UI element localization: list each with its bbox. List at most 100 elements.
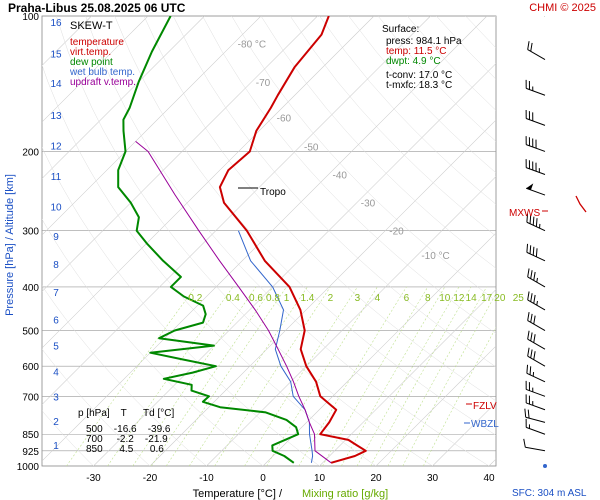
surface-box: Surface: press: 984.1 hPa temp: 11.5 °C … <box>382 24 462 91</box>
dry-adiabat-line <box>524 16 600 466</box>
wind-barb-flag <box>528 160 530 169</box>
legend-updraft: updraft v.temp. <box>70 77 136 88</box>
wind-barb-flag <box>525 109 527 119</box>
temperature-tick-label: -20 <box>143 473 158 484</box>
y-axis-label: Pressure [hPa] / Altitude [km] <box>4 174 16 316</box>
mixing-ratio-label: 10 <box>439 293 451 304</box>
legend-virt-temp: virt.temp. <box>70 47 111 58</box>
pressure-tick-label: 1000 <box>17 462 40 473</box>
altitude-km-label: 16 <box>50 18 62 29</box>
dry-adiabat-line <box>143 16 496 402</box>
legend: SKEW-T temperature virt.temp. dew point … <box>69 20 136 88</box>
mixing-ratio-label: 25 <box>513 293 525 304</box>
mixing-ratio-label: 3 <box>355 293 361 304</box>
isotherm-label: -10 °C <box>421 251 449 262</box>
mixing-ratio-line <box>165 286 287 466</box>
isotherm-line <box>149 119 496 466</box>
wind-barb-flag <box>525 159 527 168</box>
isotherm-label: -30 <box>361 199 376 210</box>
wind-barb <box>525 418 546 435</box>
legend-dew-point: dew point <box>70 57 113 68</box>
wind-barb <box>526 213 546 232</box>
wind-barb <box>527 268 546 288</box>
wind-barb-flag <box>527 268 530 278</box>
wind-barb <box>527 41 546 61</box>
altitude-km-label: 5 <box>53 342 59 353</box>
wind-barb-flag <box>528 137 530 146</box>
dry-adiabat-line <box>56 16 433 466</box>
wind-barb <box>525 109 546 126</box>
wind-barb-flag <box>533 315 536 325</box>
wind-barb-half-flag <box>538 168 540 173</box>
wind-barb-flag <box>533 334 536 343</box>
altitude-km-label: 2 <box>53 417 59 428</box>
wind-barb-half-flag <box>536 277 538 283</box>
altitude-km-label: 7 <box>53 288 59 299</box>
x-axis-label-temperature: Temperature [°C] / <box>193 488 283 500</box>
wind-barb <box>525 79 546 96</box>
wind-barb-flag <box>532 112 534 121</box>
level-table: p [hPa] T Td [°C] 500 -16.6 -39.6 700 -2… <box>78 408 174 455</box>
isotherm-line <box>42 16 375 349</box>
mixing-ratio-line <box>214 286 331 466</box>
x-axis-label-mixing: Mixing ratio [g/kg] <box>302 488 388 500</box>
isotherm-line <box>375 345 496 466</box>
copyright: CHMI © 2025 <box>529 2 596 14</box>
dry-adiabat-line <box>42 410 94 466</box>
wind-barb <box>525 380 546 397</box>
mixing-ratio-label: 0.2 <box>188 293 202 304</box>
altitude-km-label: 14 <box>50 79 62 90</box>
wind-barb-flag <box>530 313 533 323</box>
station-date-title: Praha-Libus 25.08.2025 06 UTC <box>8 1 186 15</box>
mixing-ratio-label: 14 <box>466 293 478 304</box>
pressure-tick-label: 100 <box>22 12 39 23</box>
wind-barb-flag <box>525 418 527 428</box>
mixing-ratio-line <box>66 286 196 466</box>
surface-tconv: t-conv: 17.0 °C <box>386 70 452 81</box>
wind-barb <box>526 364 546 383</box>
mixing-ratio-line <box>107 286 234 466</box>
table-header: p [hPa] T Td [°C] <box>78 408 174 419</box>
wind-barb <box>527 291 546 311</box>
mixing-ratio-label: 8 <box>425 293 431 304</box>
dry-adiabat-line <box>42 285 207 466</box>
wind-barb-half-flag <box>539 223 541 229</box>
temperature-tick-label: 10 <box>314 473 326 484</box>
mixing-ratio-label: 12 <box>453 293 465 304</box>
wind-barb-calm <box>543 464 547 468</box>
temperature-tick-label: 0 <box>260 473 266 484</box>
wind-barb <box>527 312 546 331</box>
wind-barb <box>527 330 546 350</box>
pressure-tick-label: 300 <box>22 227 39 238</box>
fzlv-label: FZLV <box>473 401 497 412</box>
wind-barb-flag <box>524 408 527 418</box>
wind-barb-flag <box>527 291 530 301</box>
mixing-ratio-line <box>341 286 446 466</box>
grid-layer <box>42 16 600 466</box>
wind-barb <box>525 159 546 175</box>
mixing-ratio-label: 2 <box>328 293 334 304</box>
mixing-ratio-label: 1.4 <box>300 293 314 304</box>
tropo-label: Tropo <box>260 187 286 198</box>
wind-barb-flag <box>529 245 532 254</box>
wind-barb-flag <box>533 294 536 304</box>
dry-adiabat-line <box>114 16 496 436</box>
pressure-tick-label: 700 <box>22 392 39 403</box>
altitude-km-label: 13 <box>50 111 62 122</box>
isotherm-label: -50 <box>304 143 319 154</box>
dry-adiabat-line <box>260 16 496 269</box>
mixing-ratio-label: 0.6 <box>249 293 263 304</box>
legend-title: SKEW-T <box>70 20 113 32</box>
wind-barb-half-flag <box>528 424 530 429</box>
wind-barb-flag <box>530 349 533 359</box>
surface-press: press: 984.1 hPa <box>386 36 462 47</box>
wind-barb-flag <box>523 438 526 448</box>
surface-temp: temp: 11.5 °C <box>386 46 447 57</box>
isotherm-label: -80 °C <box>238 39 266 50</box>
dry-adiabat-line <box>42 64 377 466</box>
isotherm-line <box>546 16 600 466</box>
altitude-km-label: 4 <box>53 367 59 378</box>
dry-adiabat-line <box>85 16 490 466</box>
wind-barb-layer <box>523 16 587 468</box>
dry-adiabat-line <box>231 16 496 302</box>
